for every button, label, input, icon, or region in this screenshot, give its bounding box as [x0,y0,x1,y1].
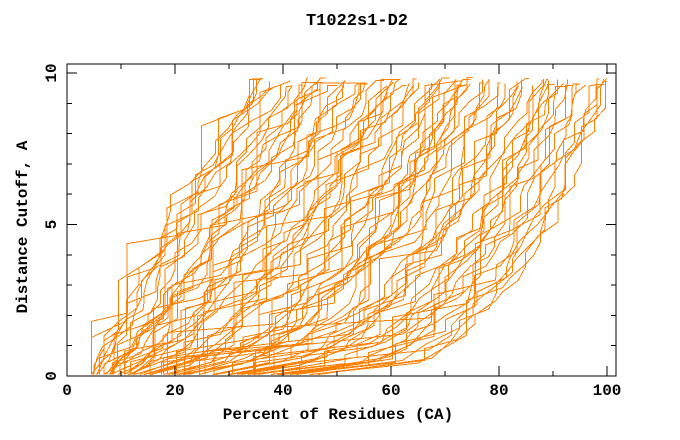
gdt-model-curve [110,85,344,375]
gdt-model-curve [253,78,544,375]
y-tick-label: 10 [43,63,61,82]
model-curves [90,77,608,375]
gdt-model-curve [204,82,484,375]
gdt-model-curve [96,79,261,375]
y-tick-label: 5 [43,220,61,230]
x-tick-label: 20 [165,382,184,400]
gdt-model-curve [178,82,455,375]
gdt-model-curve [163,78,417,375]
gdt-model-curve [290,84,587,375]
gdt-model-curve [227,85,520,375]
gdt-model-curve [281,83,581,375]
gdt-model-curve [105,85,292,375]
y-tick-label: 0 [43,371,61,381]
gdt-model-curve [188,80,463,375]
gdt-model-curve [232,85,533,375]
gdt-model-curve [213,83,506,375]
gdt-model-curve [129,80,384,375]
gdt-model-curve [213,84,499,375]
gdt-model-curve [277,79,558,375]
gdt-model-curve [90,78,257,375]
gdt-model-curve [96,80,290,375]
gdt-model-curve [108,82,322,375]
gdt-model-curve [176,84,467,375]
gdt-model-curve [139,78,401,375]
gdt-model-curve [189,84,466,375]
gdt-model-curve [253,83,564,375]
x-tick-label: 60 [381,382,400,400]
plot-frame-and-ticks [66,63,617,377]
gdt-model-curve [212,77,473,375]
gdt-model-curve [279,85,597,375]
gdt-model-curve [255,85,566,375]
chart-title: T1022s1-D2 [305,12,409,31]
y-tick-labels: 0 5 10 [43,63,61,380]
gdt-model-curve [132,83,368,375]
gdt-model-curve [182,78,471,375]
gdt-model-curve [124,82,360,375]
gdt-model-curve [162,85,407,375]
gdt-model-curve [213,82,501,375]
x-tick-label: 40 [273,382,292,400]
x-tick-label: 80 [489,382,508,400]
gdt-model-curve [230,86,523,375]
x-tick-label: 100 [593,382,622,400]
x-tick-label: 0 [62,382,72,400]
gdt-model-curve [273,80,549,375]
gdt-model-curve [143,78,401,375]
gdt-model-curve [144,82,419,375]
gdt-model-curve [296,83,605,375]
gdt-model-curve [241,79,523,375]
gdt-model-curve [283,84,579,375]
gdt-model-curve [90,85,276,375]
gdt-model-curve [199,79,483,375]
gdt-model-curve [289,79,568,375]
gdt-model-curve [175,77,450,375]
gdt-model-curve [317,78,600,375]
gdt-model-curve [98,84,303,375]
gdt-model-curve [168,83,432,375]
gdt-model-curve [124,82,359,375]
gdt-model-curve [299,78,605,375]
gdt-model-curve [183,84,462,375]
x-axis-label: Percent of Residues (CA) [222,406,454,424]
gdt-model-curve [150,82,410,375]
x-tick-labels: 0 20 40 60 80 100 [62,382,621,400]
gdt-model-curve [311,77,608,375]
gdt-model-curve [127,85,387,375]
gdt-model-curve [103,78,262,375]
gdt-model-curve [93,77,263,375]
gdt-model-curve [131,83,366,375]
gdt-model-curve [258,84,555,375]
gdt-model-curve [184,83,471,375]
gdt-model-curve [124,81,345,375]
gdt-model-curve [90,81,270,375]
gdt-model-curve [129,82,367,375]
